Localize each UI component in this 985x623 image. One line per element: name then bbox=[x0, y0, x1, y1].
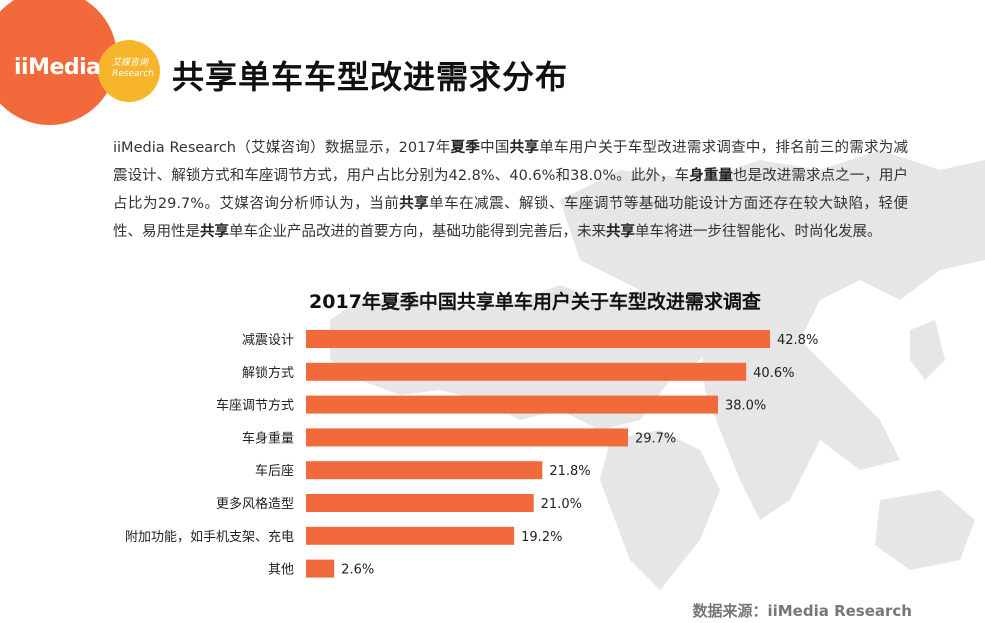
bar bbox=[306, 395, 718, 414]
logo-brand: iiMedia bbox=[14, 55, 101, 80]
category-label: 附加功能，如手机支架、充电 bbox=[125, 529, 294, 545]
category-label: 其他 bbox=[268, 563, 294, 578]
summary-text: 单车企业产品改进的首要方向，基础功能得到完善后，未来 bbox=[229, 224, 606, 240]
data-source: 数据来源：iiMedia Research bbox=[692, 602, 912, 620]
value-label: 42.8% bbox=[777, 333, 818, 348]
category-label: 更多风格造型 bbox=[216, 496, 294, 512]
logo-en: Research bbox=[112, 69, 154, 79]
summary-text: 中国 bbox=[480, 140, 510, 156]
value-label: 38.0% bbox=[725, 399, 766, 414]
logo-accent-circle bbox=[98, 40, 160, 102]
value-label: 29.7% bbox=[635, 431, 676, 446]
bar bbox=[306, 362, 747, 381]
summary-bold: 身重量 bbox=[689, 168, 733, 184]
category-label: 解锁方式 bbox=[242, 365, 294, 381]
logo-cn: 艾媒咨询 bbox=[112, 58, 149, 68]
page-title: 共享单车车型改进需求分布 bbox=[172, 58, 569, 96]
chart-title: 2017年夏季中国共享单车用户关于车型改进需求调查 bbox=[309, 291, 761, 313]
summary-bold: 共享 bbox=[509, 140, 540, 156]
summary-bold: 夏季 bbox=[450, 140, 481, 156]
summary-text: 也是改进需求点之一，用户占比为29.7%。艾媒咨询分析师认为，当前 bbox=[113, 168, 909, 212]
logo-circle bbox=[0, 0, 117, 125]
summary-bold: 共享 bbox=[399, 196, 430, 212]
summary-text: 单车用户关于车型改进需求调查中，排名前三的需求为减震设计、解锁方式和车座调节方式… bbox=[113, 140, 909, 184]
value-label: 21.8% bbox=[549, 464, 590, 479]
summary-text: 单车在减震、解锁、车座调节等基础功能设计方面还存在较大缺陷，轻便性、易用性是 bbox=[113, 196, 909, 240]
value-label: 21.0% bbox=[541, 497, 582, 512]
summary-bold: 共享 bbox=[606, 224, 635, 240]
value-label: 40.6% bbox=[753, 366, 794, 381]
summary-text: 单车将进一步往智能化、时尚化发展。 bbox=[635, 224, 882, 240]
bar bbox=[306, 526, 515, 545]
bar-chart: 减震设计 42.8% 解锁方式 40.6% 车座调节方式 38.0% 车身重量 29.7% 车后… bbox=[125, 330, 818, 578]
bar bbox=[306, 461, 543, 480]
category-label: 减震设计 bbox=[242, 333, 294, 348]
category-label: 车身重量 bbox=[242, 430, 294, 446]
value-label: 19.2% bbox=[521, 530, 562, 545]
category-label: 车座调节方式 bbox=[216, 398, 294, 414]
category-label: 车后座 bbox=[255, 463, 294, 479]
bar bbox=[306, 559, 335, 578]
summary-bold: 共享 bbox=[200, 224, 229, 240]
summary-paragraph: iiMedia Research（艾媒咨询）数据显示，2017年夏季中国共享单车… bbox=[113, 134, 908, 246]
summary-text: iiMedia Research（艾媒咨询）数据显示，2017年 bbox=[113, 140, 451, 156]
logo-subtitle: 艾媒咨询 Research bbox=[112, 58, 154, 80]
bar bbox=[306, 428, 628, 447]
bar bbox=[306, 330, 770, 348]
value-label: 2.6% bbox=[341, 563, 374, 578]
bar bbox=[306, 494, 534, 512]
